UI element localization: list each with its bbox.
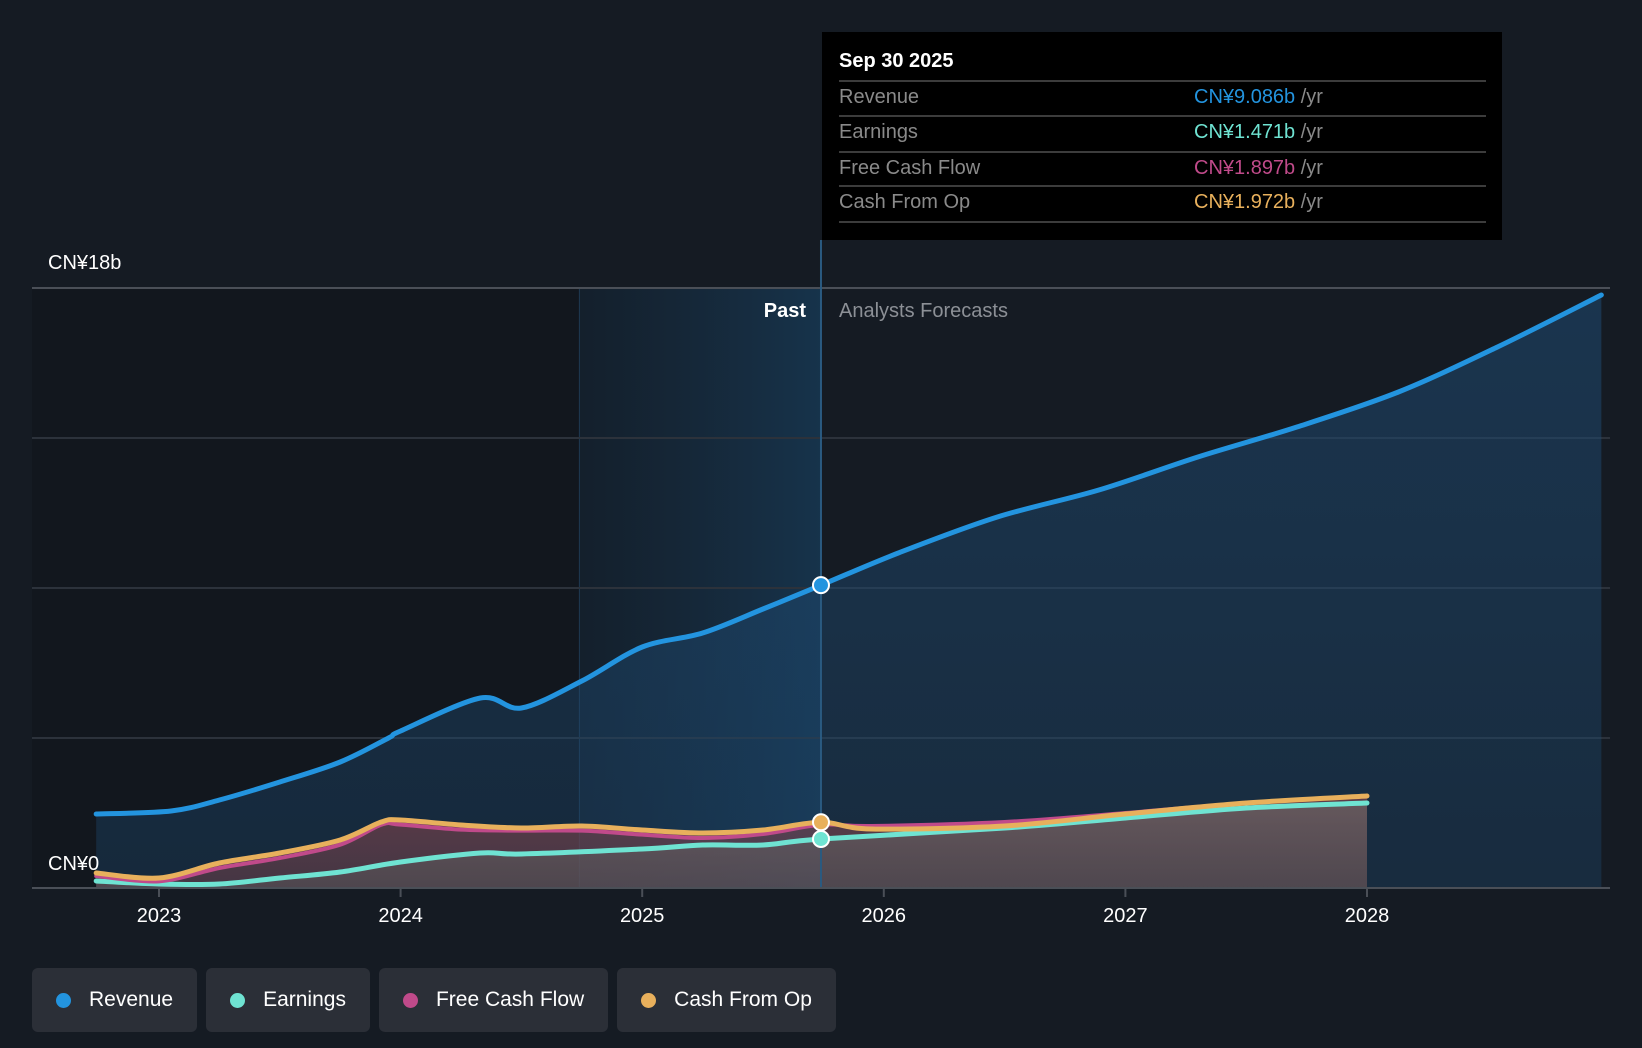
revenue-dot-icon (56, 992, 71, 1008)
series-areas (96, 295, 1602, 888)
tooltip-label: Cash From Op (839, 191, 971, 213)
x-tick-label: 2024 (378, 905, 423, 927)
hover-markers (811, 576, 830, 848)
tooltip-row-cash-from-op: Cash From Op CN¥1.972b /yr (839, 185, 1486, 223)
tooltip-label: Revenue (839, 86, 920, 108)
legend-label: Cash From Op (674, 988, 812, 1011)
tooltip-value-number: CN¥1.471b (1194, 121, 1296, 143)
tooltip-value-number: CN¥1.972b (1194, 191, 1296, 213)
tooltip-value: CN¥1.471b /yr (1194, 121, 1323, 144)
legend-label: Earnings (263, 988, 346, 1011)
x-tick-label: 2026 (862, 905, 907, 927)
tooltip-unit: /yr (1300, 121, 1323, 143)
revenue-line (93, 292, 1604, 817)
legend: Revenue Earnings Free Cash Flow Cash Fro… (32, 968, 836, 1032)
tooltip-value-number: CN¥1.897b (1194, 157, 1296, 179)
tooltip-row-free-cash-flow: Free Cash Flow CN¥1.897b /yr (839, 151, 1486, 187)
tooltip-date: Sep 30 2025 (839, 50, 954, 72)
tooltip-value: CN¥1.972b /yr (1194, 191, 1323, 214)
earnings-line (93, 800, 1370, 888)
financials-chart: 2023 2024 2025 2026 2027 2028 (32, 240, 1610, 927)
revenue-marker (811, 576, 830, 595)
series-lines (93, 292, 1604, 888)
legend-label: Free Cash Flow (435, 988, 585, 1011)
tooltip-label: Free Cash Flow (839, 157, 981, 179)
tooltip-unit: /yr (1300, 157, 1323, 179)
tooltip-value-number: CN¥9.086b (1194, 86, 1296, 108)
earnings-marker (811, 829, 830, 848)
x-axis: 2023 2024 2025 2026 2027 2028 (32, 887, 1610, 927)
tooltip-value: CN¥9.086b /yr (1194, 86, 1323, 109)
legend-item-earnings[interactable]: Earnings (206, 968, 370, 1032)
tooltip-unit: /yr (1300, 191, 1323, 213)
cash-from-op-marker (811, 813, 830, 832)
tooltip-row-revenue: Revenue CN¥9.086b /yr (839, 80, 1486, 116)
past-label: Past (763, 300, 806, 322)
cash-from-op-dot-icon (641, 992, 657, 1008)
earnings-dot-icon (230, 992, 246, 1008)
tooltip-label: Earnings (839, 121, 918, 143)
tooltip: Sep 30 2025 Revenue CN¥9.086b /yr Earnin… (822, 32, 1502, 240)
legend-label: Revenue (89, 988, 174, 1011)
free-cash-flow-dot-icon (402, 992, 418, 1008)
tooltip-unit: /yr (1300, 86, 1323, 108)
x-tick-label: 2027 (1103, 905, 1148, 927)
cash-from-op-line (93, 793, 1370, 881)
x-tick-label: 2025 (620, 905, 665, 927)
x-tick-label: 2023 (137, 905, 182, 927)
y-axis-bottom-label: CN¥0 (48, 853, 100, 875)
legend-item-free-cash-flow[interactable]: Free Cash Flow (378, 968, 609, 1032)
tooltip-row-earnings: Earnings CN¥1.471b /yr (839, 115, 1486, 151)
forecast-label: Analysts Forecasts (839, 300, 1008, 322)
legend-item-cash-from-op[interactable]: Cash From Op (617, 968, 836, 1032)
tooltip-value: CN¥1.897b /yr (1194, 157, 1323, 180)
legend-item-revenue[interactable]: Revenue (32, 968, 198, 1032)
y-axis-top-label: CN¥18b (48, 252, 122, 274)
revenue-area (96, 295, 1602, 888)
x-tick-label: 2028 (1345, 905, 1390, 927)
